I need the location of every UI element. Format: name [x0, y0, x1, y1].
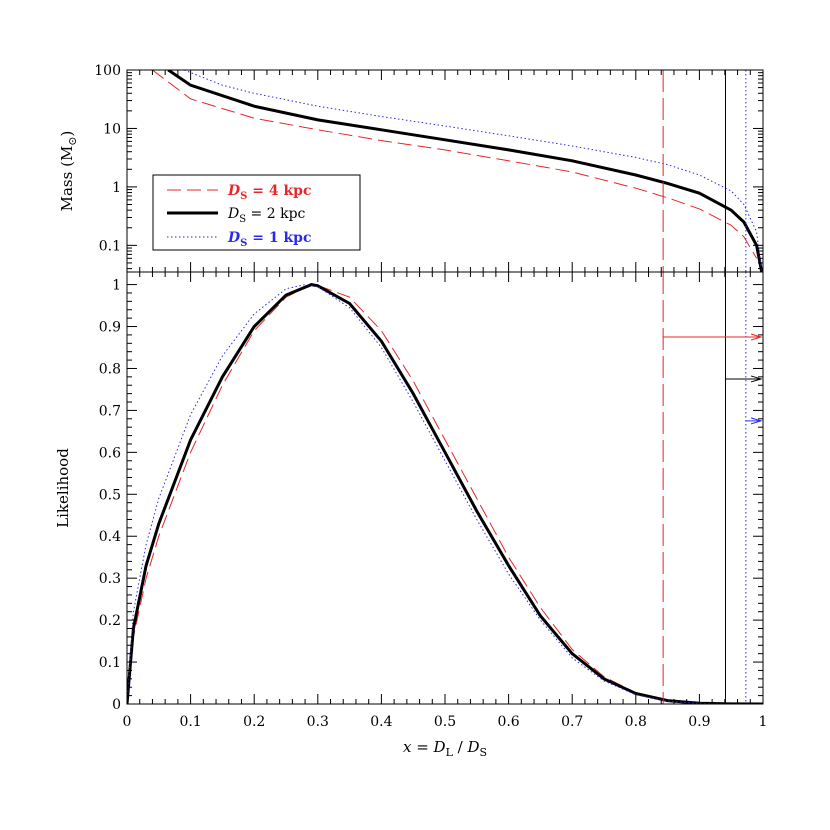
limit-arrow-head-2kpc — [750, 375, 763, 383]
bottom-arrows-group — [663, 333, 763, 425]
likelihood-xtick-label: 0.3 — [307, 714, 329, 730]
legend-2kpc-rest: = 2 kpc — [246, 206, 305, 222]
likelihood-ytick-label: 0.2 — [99, 613, 121, 629]
likelihood-ytick-label: 0.7 — [99, 403, 121, 419]
likelihood-ytick-label: 0.4 — [99, 529, 121, 545]
mass-axis-label-sub: ⊙ — [66, 136, 79, 145]
x-axis-label-slash: / — [453, 738, 468, 756]
likelihood-xtick-label: 0.6 — [497, 714, 519, 730]
x-axis-label-D2: D — [466, 738, 479, 756]
mass-series-4kpc — [152, 70, 758, 259]
legend-2kpc-D: D — [227, 206, 239, 222]
likelihood-xtick-label: 0.4 — [370, 714, 392, 730]
likelihood-ytick-label: 1 — [112, 278, 121, 294]
mass-axis-label-close: ) — [58, 131, 76, 137]
bottom-ticks-group: 0 0.1 0.2 0.3 0.4 0.5 0.6 0.7 0.8 0.9 1 0 0.1 0.2 0.3 0… — [99, 272, 768, 730]
likelihood-ytick-label: 0.6 — [99, 445, 121, 461]
limit-arrow-head-4kpc — [750, 333, 763, 341]
x-axis-label: x = DL / DS — [403, 738, 487, 759]
likelihood-ytick-label: 0 — [112, 697, 121, 713]
likelihood-xtick-label: 1 — [759, 714, 768, 730]
legend-1kpc-D: D — [227, 230, 241, 246]
legend-label-1kpc: DS = 1 kpc — [227, 230, 311, 249]
legend-label-4kpc: DS = 4 kpc — [227, 183, 311, 202]
likelihood-ytick-label: 0.3 — [99, 571, 121, 587]
likelihood-xtick-label: 0.5 — [434, 714, 456, 730]
legend-4kpc-sub: S — [240, 191, 247, 202]
legend-2kpc-sub: S — [239, 214, 246, 225]
likelihood-series-2kpc — [127, 283, 763, 704]
x-axis-label-D1: D — [433, 738, 446, 756]
likelihood-series-1kpc — [127, 284, 763, 704]
likelihood-ytick-label: 0.8 — [99, 361, 121, 377]
mass-axis-label: Mass (M⊙) — [58, 131, 79, 212]
x-axis-label-L: L — [446, 746, 454, 759]
legend-1kpc-rest: = 1 kpc — [247, 230, 311, 246]
legend: DS = 4 kpc DS = 2 kpc DS = 1 kpc — [152, 174, 361, 251]
legend-4kpc-D: D — [227, 183, 241, 199]
top-series-group — [152, 70, 763, 272]
x-axis-label-eq: = — [411, 738, 433, 756]
bottom-series-group — [127, 283, 763, 704]
legend-4kpc-rest: = 4 kpc — [247, 183, 311, 199]
mass-series-1kpc — [184, 70, 763, 272]
mass-ytick-label: 0.1 — [99, 238, 121, 254]
x-axis-label-S: S — [480, 746, 488, 759]
likelihood-xtick-label: 0.8 — [625, 714, 647, 730]
mass-series-2kpc — [167, 70, 763, 272]
likelihood-xtick-label: 0 — [123, 714, 132, 730]
x-axis-label-x: x — [403, 738, 412, 756]
likelihood-ytick-label: 0.9 — [99, 320, 121, 336]
likelihood-series-4kpc — [127, 284, 763, 704]
likelihood-ytick-label: 0.5 — [99, 487, 121, 503]
legend-label-2kpc: DS = 2 kpc — [227, 206, 306, 225]
legend-entry-4kpc: DS = 4 kpc — [167, 183, 311, 202]
likelihood-xtick-label: 0.2 — [243, 714, 265, 730]
legend-entry-1kpc: DS = 1 kpc — [167, 230, 311, 249]
likelihood-ytick-label: 0.1 — [99, 655, 121, 671]
legend-entry-2kpc: DS = 2 kpc — [167, 206, 306, 225]
top-ticks-group: 0.1 1 10 100 — [94, 63, 764, 272]
limit-arrow-head-1kpc — [750, 417, 763, 425]
bottom-vlines-group — [662, 272, 747, 704]
mass-ytick-label: 100 — [94, 63, 121, 79]
bottom-panel: 0 0.1 0.2 0.3 0.4 0.5 0.6 0.7 0.8 0.9 1 0 0.1 0.2 0.3 0… — [54, 271, 768, 759]
legend-1kpc-sub: S — [240, 238, 247, 249]
top-vlines-group — [662, 70, 747, 272]
mass-ytick-label: 1 — [112, 180, 121, 196]
likelihood-axis-label: Likelihood — [54, 448, 72, 528]
mass-ytick-label: 10 — [103, 121, 121, 137]
likelihood-xtick-label: 0.7 — [561, 714, 583, 730]
likelihood-xtick-label: 0.1 — [179, 714, 201, 730]
mass-axis-label-main: Mass (M — [58, 146, 76, 212]
likelihood-xtick-label: 0.9 — [688, 714, 710, 730]
